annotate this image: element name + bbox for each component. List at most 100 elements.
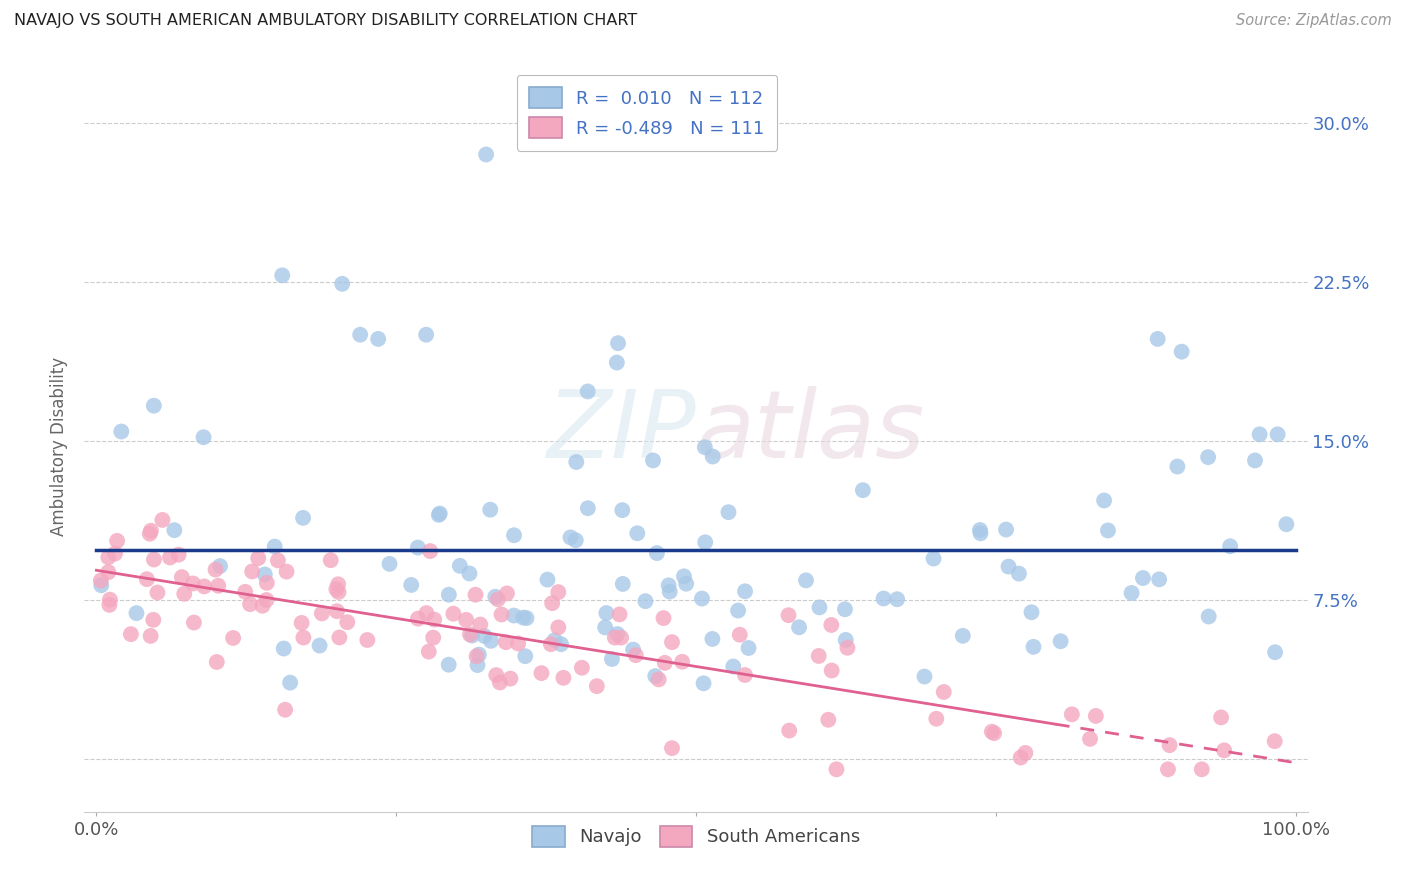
Point (423, 613, 446, 627)
Point (311, 607, 333, 621)
Point (461, 628, 484, 642)
Point (104, 547, 127, 561)
Point (612, 577, 634, 591)
Point (997, 559, 1019, 574)
Point (550, 637, 572, 651)
Point (1021, 605, 1043, 619)
Point (274, 703, 297, 717)
Point (607, 336, 630, 351)
Point (626, 526, 648, 541)
Point (263, 540, 285, 554)
Point (193, 430, 215, 444)
Point (470, 617, 492, 632)
Point (695, 535, 717, 549)
Point (595, 606, 617, 620)
Point (530, 666, 553, 681)
Point (671, 655, 693, 669)
Point (167, 548, 190, 562)
Point (464, 588, 486, 602)
Point (292, 511, 315, 525)
Point (208, 559, 231, 574)
Point (367, 332, 389, 346)
Point (378, 557, 401, 571)
Point (489, 675, 512, 690)
Point (406, 541, 429, 555)
Point (825, 762, 848, 776)
Point (728, 628, 751, 642)
Point (441, 607, 464, 621)
Point (560, 530, 582, 544)
Point (1097, 524, 1119, 538)
Point (319, 553, 342, 567)
Point (449, 558, 471, 573)
Point (135, 572, 157, 586)
Point (852, 483, 875, 498)
Point (204, 562, 226, 576)
Point (1275, 517, 1298, 532)
Point (458, 627, 481, 641)
Point (496, 586, 519, 600)
Point (512, 610, 534, 624)
Point (645, 546, 668, 560)
Point (499, 672, 522, 686)
Point (692, 676, 714, 690)
Point (468, 648, 491, 662)
Point (422, 631, 444, 645)
Point (1014, 746, 1036, 760)
Point (276, 565, 298, 579)
Point (658, 578, 681, 592)
Point (273, 641, 295, 656)
Point (1132, 571, 1154, 585)
Point (576, 501, 599, 516)
Point (98, 592, 121, 607)
Point (485, 668, 508, 682)
Legend: Navajo, South Americans: Navajo, South Americans (524, 819, 868, 854)
Point (576, 384, 599, 399)
Point (1198, 609, 1220, 624)
Point (239, 597, 262, 611)
Point (508, 636, 530, 650)
Point (612, 503, 634, 517)
Point (1008, 566, 1031, 581)
Point (479, 502, 502, 516)
Point (336, 615, 359, 630)
Point (399, 578, 422, 592)
Point (1219, 539, 1241, 553)
Point (600, 652, 623, 666)
Point (969, 523, 991, 537)
Point (256, 593, 278, 607)
Point (644, 669, 666, 683)
Point (267, 553, 290, 567)
Point (170, 570, 193, 584)
Point (661, 635, 683, 649)
Point (1146, 332, 1168, 346)
Point (661, 741, 683, 756)
Point (125, 606, 148, 620)
Point (110, 425, 132, 439)
Point (256, 575, 278, 590)
Point (1166, 459, 1188, 474)
Point (467, 658, 489, 673)
Point (690, 591, 713, 606)
Point (456, 613, 478, 627)
Point (1244, 453, 1267, 467)
Point (278, 675, 301, 690)
Point (326, 577, 349, 591)
Point (641, 453, 664, 467)
Point (593, 620, 616, 634)
Point (271, 268, 294, 283)
Point (427, 508, 450, 522)
Point (479, 633, 502, 648)
Point (820, 618, 842, 632)
Point (610, 631, 633, 645)
Point (120, 627, 142, 641)
Point (1249, 427, 1271, 442)
Point (183, 615, 205, 630)
Point (821, 664, 844, 678)
Point (544, 633, 567, 648)
Point (541, 596, 564, 610)
Point (734, 584, 756, 599)
Point (925, 712, 948, 726)
Point (675, 576, 697, 591)
Point (515, 649, 537, 664)
